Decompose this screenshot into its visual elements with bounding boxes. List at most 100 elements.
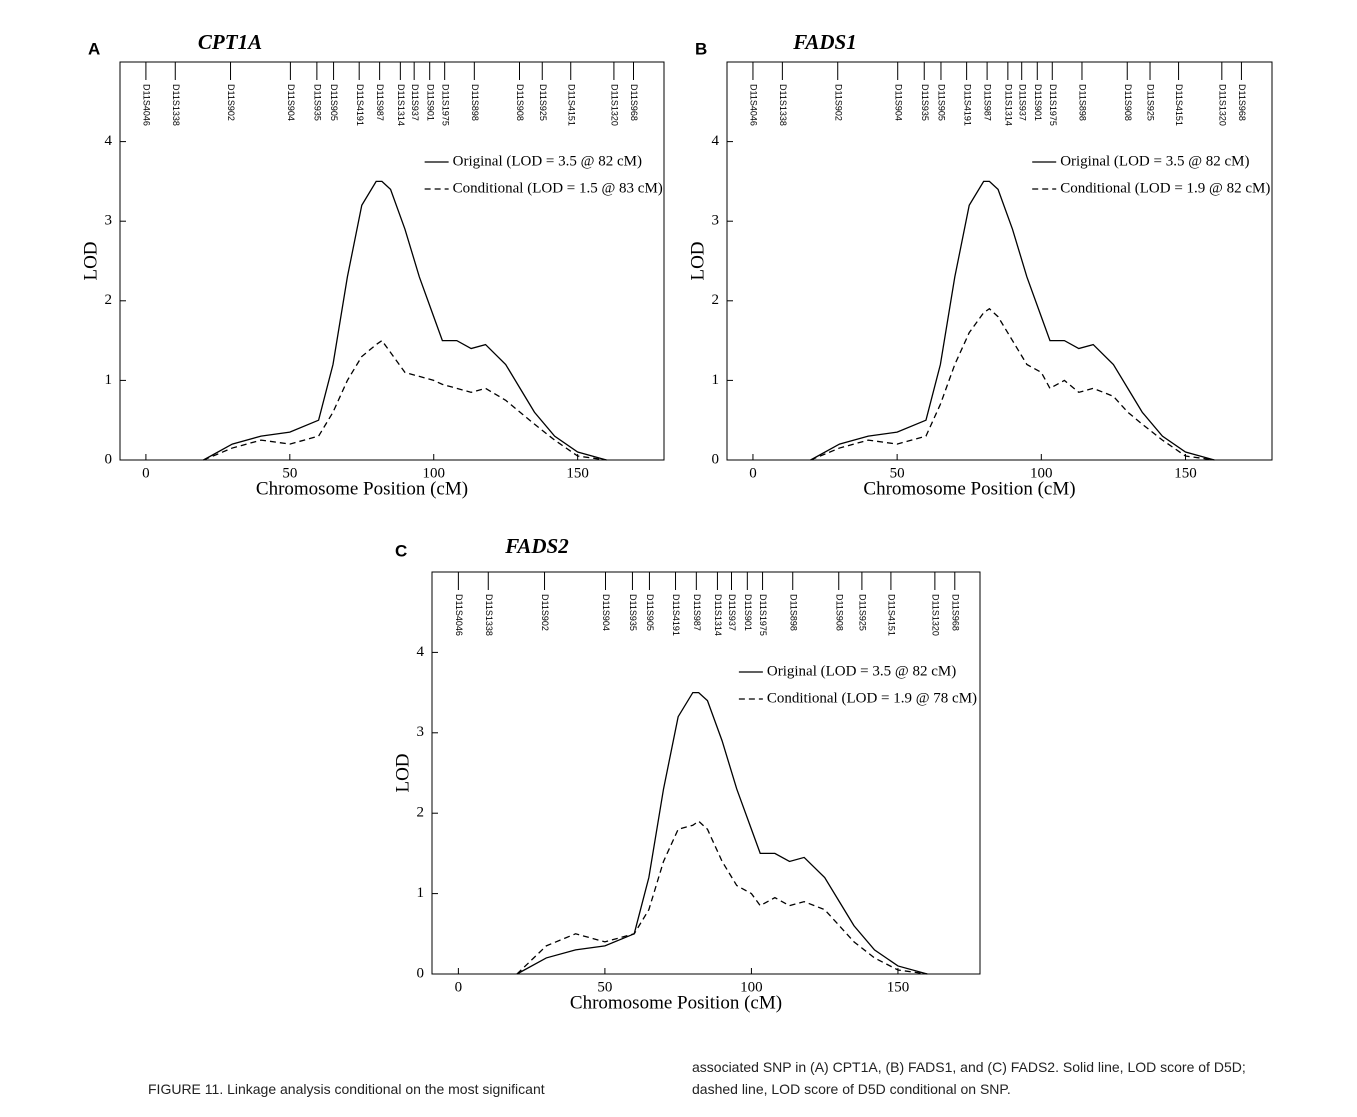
marker-label: D11S905 [329, 84, 339, 121]
marker-label: D11S4046 [749, 84, 759, 126]
marker-label: D11S937 [410, 84, 420, 121]
marker-label: D11S1338 [778, 84, 788, 126]
x-tick-label: 0 [749, 465, 757, 481]
marker-label: D11S898 [1078, 84, 1088, 121]
x-tick-label: 150 [566, 465, 589, 481]
y-tick-label: 0 [105, 451, 113, 467]
y-tick-label: 1 [417, 885, 425, 901]
plot-frame [431, 571, 981, 975]
marker-label: D11S987 [375, 84, 385, 121]
y-tick-label: 2 [105, 292, 113, 308]
legend-label: Original (LOD = 3.5 @ 82 cM) [767, 663, 956, 679]
marker-label: D11S935 [920, 84, 930, 121]
y-axis-label: LOD [687, 241, 708, 280]
panel-letter: C [395, 541, 407, 560]
marker-label: D11S901 [1033, 84, 1043, 121]
y-axis-label: LOD [392, 753, 413, 792]
x-axis-label: Chromosome Position (cM) [256, 478, 468, 499]
series-line [810, 180, 1215, 461]
panel-letter: A [88, 39, 100, 58]
marker-label: D11S908 [834, 594, 844, 631]
marker-label: D11S968 [950, 594, 960, 631]
y-tick-label: 2 [417, 805, 425, 821]
marker-label: D11S4046 [142, 84, 152, 126]
marker-label: D11S1338 [484, 594, 494, 636]
y-tick-label: 1 [105, 372, 113, 388]
marker-label: D11S1975 [758, 594, 768, 636]
marker-label: D11S904 [286, 84, 296, 121]
marker-label: D11S904 [601, 594, 611, 631]
marker-label: D11S1320 [1217, 84, 1227, 126]
x-tick-label: 0 [455, 979, 463, 995]
marker-label: D11S1975 [440, 84, 450, 126]
marker-label: D11S902 [833, 84, 843, 121]
x-tick-label: 100 [422, 465, 445, 481]
x-tick-label: 50 [890, 465, 905, 481]
plot-frame [726, 61, 1273, 461]
panel-title: CPT1A [198, 30, 262, 54]
x-tick-label: 50 [597, 979, 612, 995]
y-tick-label: 3 [105, 213, 113, 229]
marker-label: D11S1314 [396, 84, 406, 126]
y-axis-label: LOD [80, 241, 101, 280]
marker-label: D11S935 [628, 594, 638, 631]
marker-label: D11S902 [226, 84, 236, 121]
marker-label: D11S4151 [887, 594, 897, 636]
legend-label: Original (LOD = 3.5 @ 82 cM) [453, 153, 642, 169]
panel-letter: B [695, 39, 707, 58]
legend-label: Conditional (LOD = 1.9 @ 82 cM) [1060, 180, 1270, 196]
marker-label: D11S1314 [1003, 84, 1013, 126]
series-line [516, 691, 928, 975]
series-line [203, 180, 607, 461]
x-axis-label: Chromosome Position (cM) [863, 478, 1075, 499]
marker-label: D11S968 [629, 84, 639, 121]
marker-label: D11S1320 [930, 594, 940, 636]
panel-title: FADS1 [792, 30, 856, 54]
x-tick-label: 150 [887, 979, 910, 995]
y-tick-label: 3 [417, 724, 425, 740]
marker-label: D11S987 [983, 84, 993, 121]
marker-label: D11S4151 [566, 84, 576, 126]
x-tick-label: 100 [1030, 465, 1053, 481]
x-tick-label: 0 [142, 465, 150, 481]
plot-frame [119, 61, 665, 461]
marker-label: D11S1975 [1048, 84, 1058, 126]
marker-label: D11S898 [788, 594, 798, 631]
marker-label: D11S908 [515, 84, 525, 121]
marker-label: D11S937 [1017, 84, 1027, 121]
y-tick-label: 0 [712, 451, 720, 467]
series-line [203, 339, 607, 461]
marker-label: D11S905 [937, 84, 947, 121]
marker-label: D11S904 [893, 84, 903, 121]
x-axis-label: Chromosome Position (cM) [570, 992, 782, 1013]
marker-label: D11S1338 [171, 84, 181, 126]
marker-label: D11S968 [1237, 84, 1247, 121]
marker-label: D11S987 [692, 594, 702, 631]
marker-label: D11S4191 [671, 594, 681, 636]
y-tick-label: 0 [417, 965, 425, 981]
series-line [516, 820, 928, 975]
x-tick-label: 50 [282, 465, 297, 481]
marker-label: D11S937 [727, 594, 737, 631]
marker-label: D11S925 [1146, 84, 1156, 121]
x-tick-label: 100 [740, 979, 763, 995]
marker-label: D11S898 [470, 84, 480, 121]
legend-label: Conditional (LOD = 1.5 @ 83 cM) [453, 180, 663, 196]
caption-right: associated SNP in (A) CPT1A, (B) FADS1, … [692, 1059, 1246, 1097]
y-tick-label: 3 [712, 213, 720, 229]
legend-label: Original (LOD = 3.5 @ 82 cM) [1060, 153, 1249, 169]
y-tick-label: 2 [712, 292, 720, 308]
marker-label: D11S925 [858, 594, 868, 631]
y-tick-label: 4 [417, 644, 425, 660]
marker-label: D11S925 [538, 84, 548, 121]
marker-label: D11S1320 [610, 84, 620, 126]
legend-label: Conditional (LOD = 1.9 @ 78 cM) [767, 690, 977, 706]
marker-label: D11S905 [645, 594, 655, 631]
marker-label: D11S4191 [962, 84, 972, 126]
marker-label: D11S901 [425, 84, 435, 121]
marker-label: D11S4191 [355, 84, 365, 126]
panel-title: FADS2 [504, 534, 569, 558]
y-tick-label: 4 [712, 133, 720, 149]
marker-label: D11S935 [313, 84, 323, 121]
